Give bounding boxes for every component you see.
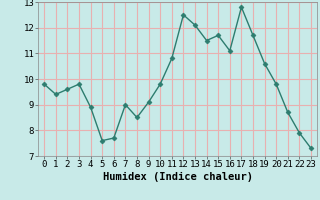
X-axis label: Humidex (Indice chaleur): Humidex (Indice chaleur): [103, 172, 252, 182]
